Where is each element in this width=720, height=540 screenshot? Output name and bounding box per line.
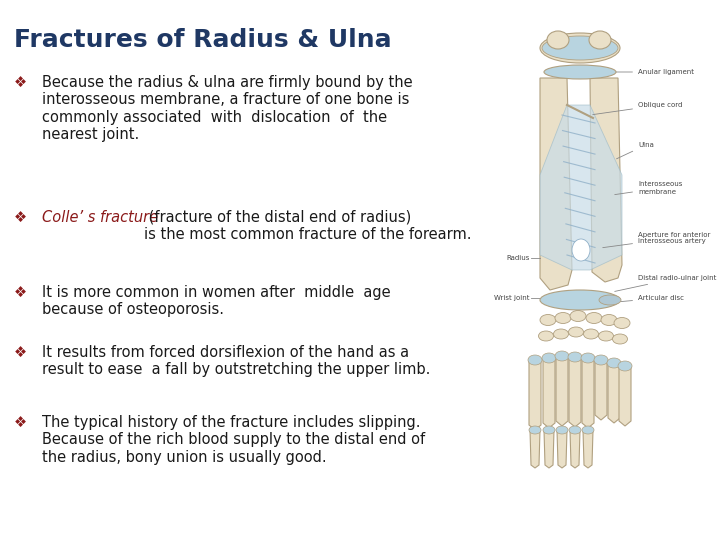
Polygon shape bbox=[590, 78, 622, 282]
Ellipse shape bbox=[540, 290, 620, 310]
Ellipse shape bbox=[528, 355, 542, 365]
Ellipse shape bbox=[554, 329, 569, 339]
Polygon shape bbox=[556, 356, 568, 426]
Ellipse shape bbox=[542, 353, 556, 363]
Ellipse shape bbox=[555, 351, 569, 361]
Text: Wrist joint: Wrist joint bbox=[495, 295, 530, 301]
Polygon shape bbox=[544, 430, 554, 468]
Ellipse shape bbox=[583, 329, 598, 339]
Ellipse shape bbox=[613, 334, 628, 344]
Text: Radius: Radius bbox=[507, 255, 530, 261]
Ellipse shape bbox=[539, 331, 554, 341]
Ellipse shape bbox=[547, 31, 569, 49]
Ellipse shape bbox=[568, 352, 582, 362]
Polygon shape bbox=[529, 360, 541, 430]
Text: The typical history of the fracture includes slipping.
Because of the rich blood: The typical history of the fracture incl… bbox=[42, 415, 425, 465]
Text: ❖: ❖ bbox=[14, 285, 27, 300]
Ellipse shape bbox=[544, 65, 616, 79]
Polygon shape bbox=[595, 360, 607, 420]
Ellipse shape bbox=[607, 358, 621, 368]
Ellipse shape bbox=[542, 36, 618, 60]
Polygon shape bbox=[540, 105, 622, 270]
Polygon shape bbox=[543, 358, 555, 428]
Text: Articular disc: Articular disc bbox=[608, 295, 684, 303]
Ellipse shape bbox=[570, 310, 586, 321]
Ellipse shape bbox=[572, 239, 590, 261]
Ellipse shape bbox=[618, 361, 632, 371]
Ellipse shape bbox=[556, 426, 568, 434]
Ellipse shape bbox=[582, 426, 594, 434]
Ellipse shape bbox=[543, 426, 555, 434]
Polygon shape bbox=[583, 430, 593, 468]
Ellipse shape bbox=[529, 426, 541, 434]
Ellipse shape bbox=[586, 313, 602, 323]
Ellipse shape bbox=[589, 31, 611, 49]
Polygon shape bbox=[569, 357, 581, 427]
Polygon shape bbox=[530, 430, 540, 468]
Text: Aperture for anterior
interosseous artery: Aperture for anterior interosseous arter… bbox=[603, 232, 711, 248]
Text: Fractures of Radius & Ulna: Fractures of Radius & Ulna bbox=[14, 28, 392, 52]
Ellipse shape bbox=[569, 327, 583, 337]
Text: Anular ligament: Anular ligament bbox=[603, 69, 694, 75]
Ellipse shape bbox=[540, 33, 620, 63]
Ellipse shape bbox=[601, 314, 617, 326]
Text: Because the radius & ulna are firmly bound by the
interosseous membrane, a fract: Because the radius & ulna are firmly bou… bbox=[42, 75, 413, 142]
Text: ❖: ❖ bbox=[14, 210, 27, 225]
Text: (fracture of the distal end of radius)
is the most common fracture of the forear: (fracture of the distal end of radius) i… bbox=[144, 210, 472, 242]
Text: ❖: ❖ bbox=[14, 345, 27, 360]
Polygon shape bbox=[540, 78, 572, 290]
Polygon shape bbox=[619, 366, 631, 426]
Ellipse shape bbox=[581, 353, 595, 363]
Ellipse shape bbox=[594, 355, 608, 365]
Text: Distal radio-ulnar joint: Distal radio-ulnar joint bbox=[615, 275, 716, 292]
Text: Ulna: Ulna bbox=[616, 142, 654, 159]
Text: ❖: ❖ bbox=[14, 75, 27, 90]
Ellipse shape bbox=[614, 318, 630, 328]
Ellipse shape bbox=[599, 295, 621, 305]
Polygon shape bbox=[570, 430, 580, 468]
Text: ❖: ❖ bbox=[14, 415, 27, 430]
Polygon shape bbox=[557, 430, 567, 468]
Text: Colle’ s fracture: Colle’ s fracture bbox=[42, 210, 158, 225]
Polygon shape bbox=[582, 358, 594, 428]
Text: Oblique cord: Oblique cord bbox=[593, 102, 683, 114]
Ellipse shape bbox=[569, 426, 581, 434]
Ellipse shape bbox=[540, 314, 556, 326]
Text: Interosseous
membrane: Interosseous membrane bbox=[615, 181, 683, 194]
Text: It results from forced dorsiflexion of the hand as a
result to ease  a fall by o: It results from forced dorsiflexion of t… bbox=[42, 345, 431, 377]
Text: It is more common in women after  middle  age
because of osteoporosis.: It is more common in women after middle … bbox=[42, 285, 391, 318]
Ellipse shape bbox=[598, 331, 613, 341]
Ellipse shape bbox=[555, 313, 571, 323]
Polygon shape bbox=[608, 363, 620, 423]
